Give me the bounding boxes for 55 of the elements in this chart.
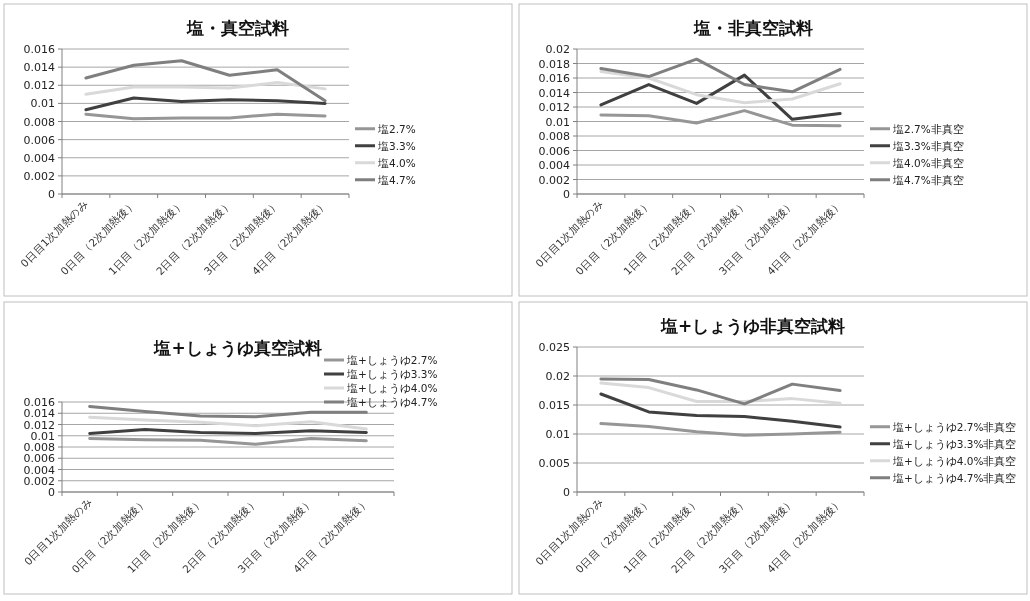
- y-tick-label: 0.004: [23, 463, 55, 477]
- y-tick-label: 0.01: [545, 115, 570, 129]
- y-tick-label: 0.01: [30, 97, 55, 111]
- legend-label: 塩2.7%: [377, 122, 416, 135]
- legend-label: 塩+しょうゆ4.7%: [346, 396, 438, 409]
- y-tick-label: 0: [48, 486, 55, 499]
- y-tick-label: 0.015: [538, 399, 570, 412]
- y-tick-label: 0.004: [538, 159, 570, 172]
- y-tick-label: 0.008: [23, 441, 55, 454]
- legend-label: 塩+しょうゆ4.0%: [346, 382, 438, 395]
- chart-title: 塩・真空試料: [186, 18, 289, 38]
- y-tick-label: 0.025: [538, 341, 570, 354]
- y-tick-label: 0.016: [23, 43, 55, 56]
- y-tick-label: 0.008: [538, 130, 570, 143]
- legend-label: 塩+しょうゆ3.3%: [346, 368, 438, 381]
- y-tick-label: 0.01: [30, 429, 55, 443]
- legend-label: 塩+しょうゆ2.7%: [346, 354, 438, 367]
- y-tick-label: 0.014: [23, 61, 55, 75]
- legend-label: 塩+しょうゆ4.0%非真空: [892, 454, 1017, 468]
- y-tick-label: 0.002: [23, 474, 55, 488]
- y-tick-label: 0.016: [538, 72, 570, 85]
- y-tick-label: 0.012: [23, 79, 55, 93]
- y-tick-label: 0.014: [538, 86, 570, 100]
- y-tick-label: 0.004: [23, 151, 55, 165]
- y-tick-label: 0.016: [23, 396, 55, 409]
- legend-label: 塩4.7%非真空: [892, 173, 964, 186]
- y-tick-label: 0.006: [538, 144, 570, 158]
- legend-label: 塩4.7%: [377, 173, 416, 186]
- chart-title: 塩+しょうゆ非真空試料: [659, 316, 846, 336]
- y-tick-label: 0.002: [538, 173, 570, 187]
- legend-label: 塩4.0%: [377, 156, 416, 169]
- y-tick-label: 0.01: [545, 428, 570, 441]
- y-tick-label: 0.005: [538, 457, 570, 470]
- y-tick-label: 0: [48, 188, 55, 201]
- y-tick-label: 0.014: [23, 407, 55, 421]
- legend-label: 塩+しょうゆ3.3%非真空: [892, 437, 1017, 451]
- legend-label: 塩3.3%非真空: [892, 139, 964, 152]
- y-tick-label: 0.006: [23, 133, 55, 147]
- legend-label: 塩3.3%: [377, 139, 416, 152]
- legend-label: 塩+しょうゆ4.7%非真空: [892, 471, 1017, 485]
- y-tick-label: 0.002: [23, 169, 55, 183]
- chart-title: 塩+しょうゆ真空試料: [153, 338, 322, 358]
- y-tick-label: 0: [563, 188, 570, 201]
- y-tick-label: 0: [563, 486, 570, 499]
- y-tick-label: 0.02: [545, 43, 570, 56]
- legend-label: 塩2.7%非真空: [892, 122, 964, 135]
- y-tick-label: 0.018: [538, 57, 570, 71]
- chart-title: 塩・非真空試料: [692, 18, 813, 38]
- y-tick-label: 0.006: [23, 452, 55, 466]
- y-tick-label: 0.012: [538, 101, 570, 114]
- y-tick-label: 0.02: [545, 370, 570, 383]
- y-tick-label: 0.012: [23, 418, 55, 432]
- legend-label: 塩+しょうゆ2.7%非真空: [892, 420, 1017, 434]
- legend-label: 塩4.0%非真空: [892, 156, 964, 169]
- y-tick-label: 0.008: [23, 115, 55, 129]
